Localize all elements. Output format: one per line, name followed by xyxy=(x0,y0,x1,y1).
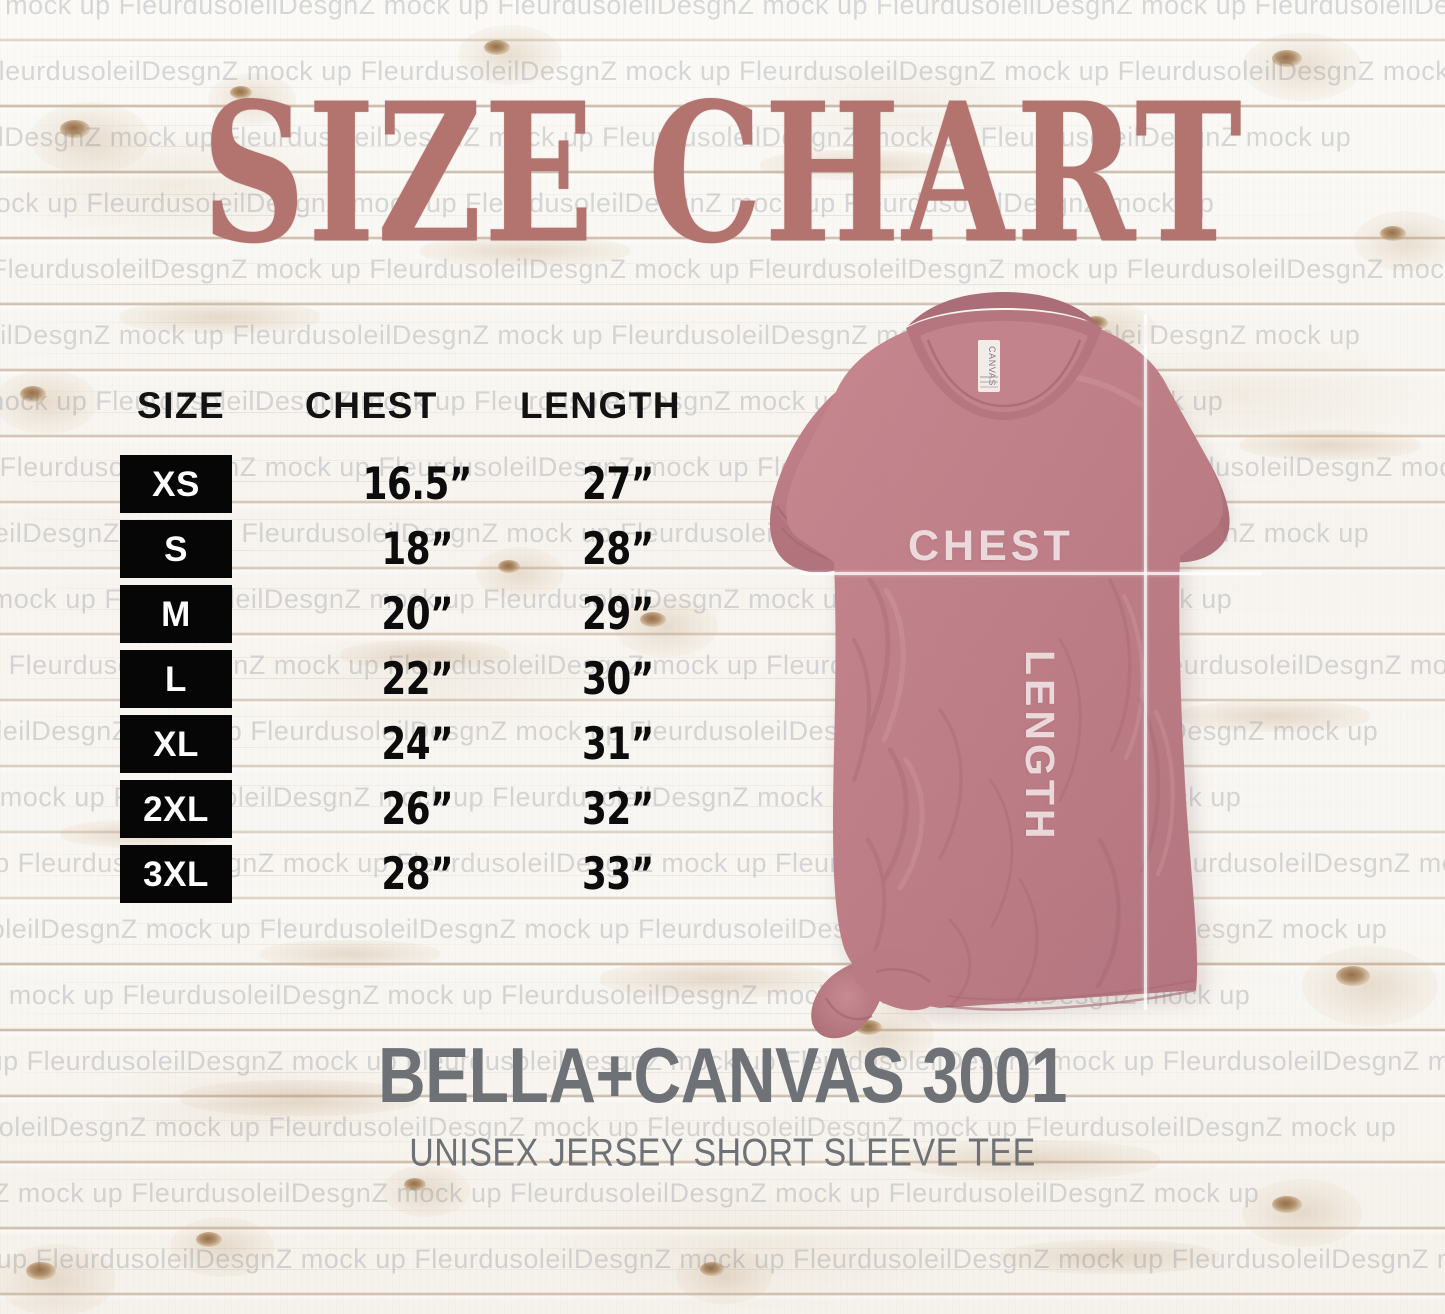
size-label: XL xyxy=(153,724,199,764)
size-chip: XS xyxy=(120,455,232,513)
chest-guide-line xyxy=(800,572,1262,575)
chest-value: 22” xyxy=(381,653,454,705)
length-overlay-label: LENGTH xyxy=(1017,650,1063,843)
tshirt-mockup: CANVAS CHEST LENGTH xyxy=(640,280,1360,1040)
brand-name: BELLA+CANVAS 3001 xyxy=(378,1031,1067,1119)
column-header-chest: CHEST xyxy=(305,385,438,426)
table-row: S 18” 28” xyxy=(120,520,720,578)
size-chip: 3XL xyxy=(120,845,232,903)
size-label: S xyxy=(164,529,188,569)
svg-text:CANVAS: CANVAS xyxy=(987,346,997,386)
table-header-row: SIZE CHEST LENGTH xyxy=(120,385,720,433)
size-label: 3XL xyxy=(143,854,209,894)
size-chip: XL xyxy=(120,715,232,773)
shirt-body xyxy=(786,313,1223,1008)
product-subtitle: UNISEX JERSEY SHORT SLEEVE TEE xyxy=(409,1131,1036,1175)
size-chip: S xyxy=(120,520,232,578)
column-header-size: SIZE xyxy=(137,385,226,426)
chest-overlay-label: CHEST xyxy=(908,522,1074,570)
chest-value: 20” xyxy=(381,588,454,640)
table-row: XS 16.5” 27” xyxy=(120,455,720,513)
table-row: 3XL 28” 33” xyxy=(120,845,720,903)
length-value: 33” xyxy=(582,848,654,900)
length-value: 31” xyxy=(582,718,654,770)
length-value: 32” xyxy=(582,783,654,835)
table-row: 2XL 26” 32” xyxy=(120,780,720,838)
size-chip: L xyxy=(120,650,232,708)
length-value: 30” xyxy=(582,653,654,705)
size-label: 2XL xyxy=(143,789,209,829)
size-chip: M xyxy=(120,585,232,643)
neck-tag: CANVAS xyxy=(978,340,1000,392)
column-header-length: LENGTH xyxy=(520,385,682,426)
size-label: M xyxy=(161,594,191,634)
length-value: 28” xyxy=(582,523,654,575)
footer: BELLA+CANVAS 3001 UNISEX JERSEY SHORT SL… xyxy=(0,1036,1445,1175)
table-body: XS 16.5” 27” S 18” 28” M 20” 29” L 22” 30” XL 24” 31” 2… xyxy=(120,455,720,903)
chest-value: 28” xyxy=(381,848,454,900)
size-label: XS xyxy=(152,464,200,504)
neckline-collar xyxy=(906,292,1102,420)
size-chip: 2XL xyxy=(120,780,232,838)
page-title: SIZE CHART xyxy=(0,78,1445,270)
tshirt-illustration: CANVAS xyxy=(770,292,1230,1039)
chest-value: 24” xyxy=(381,718,454,770)
length-value: 27” xyxy=(582,458,654,510)
table-row: M 20” 29” xyxy=(120,585,720,643)
size-table: SIZE CHEST LENGTH XS 16.5” 27” S 18” 28” M 20” 2… xyxy=(120,385,720,910)
chest-value: 18” xyxy=(381,523,454,575)
chest-value: 26” xyxy=(381,783,454,835)
length-guide-line xyxy=(1144,314,1147,1010)
table-row: XL 24” 31” xyxy=(120,715,720,773)
knotted-hem xyxy=(811,948,943,1039)
size-label: L xyxy=(165,659,187,699)
chest-value: 16.5” xyxy=(362,458,473,510)
table-row: L 22” 30” xyxy=(120,650,720,708)
length-value: 29” xyxy=(582,588,654,640)
page-title-text: SIZE CHART xyxy=(201,61,1244,287)
